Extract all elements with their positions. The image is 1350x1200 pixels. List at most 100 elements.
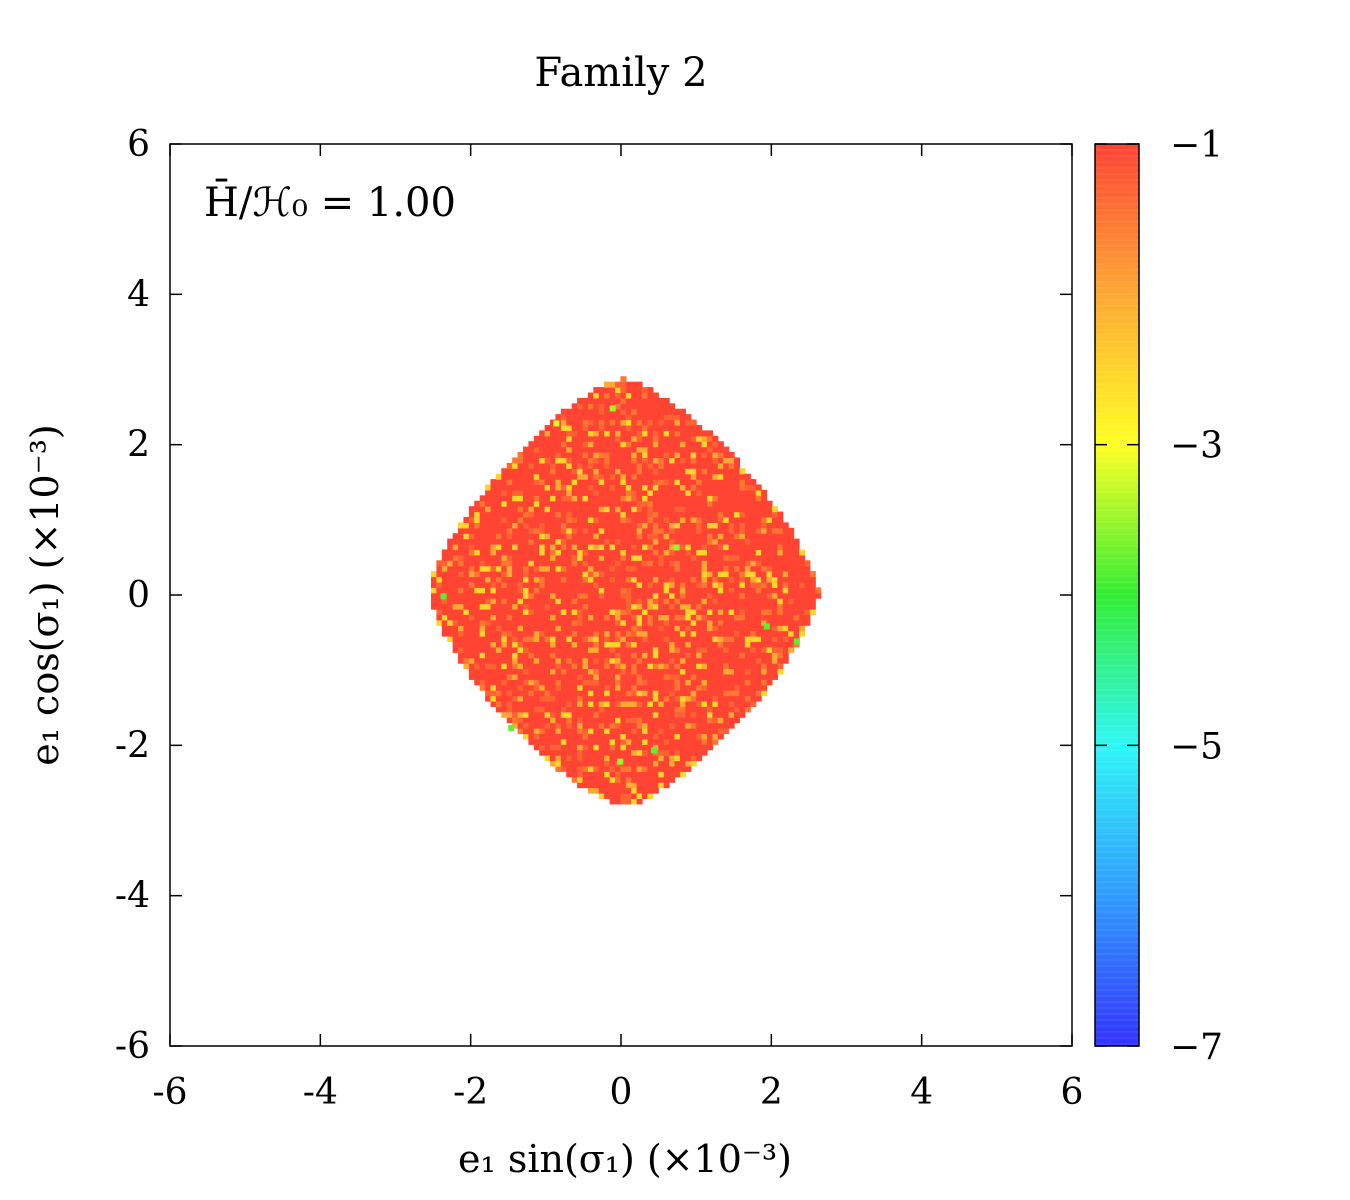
heatmap-cell	[474, 533, 481, 540]
heatmap-cell	[533, 538, 540, 545]
heatmap-cell	[625, 533, 632, 540]
heatmap-cell	[625, 630, 632, 637]
heatmap-cell	[604, 549, 611, 556]
heatmap-cell	[582, 782, 589, 789]
heatmap-cell	[501, 706, 508, 713]
heatmap-cell	[669, 749, 676, 756]
heatmap-cell	[555, 744, 562, 751]
heatmap-cell	[696, 549, 703, 556]
heatmap-cell	[744, 581, 751, 588]
heatmap-cell	[734, 457, 741, 464]
heatmap-cell	[658, 516, 665, 523]
heatmap-cell	[663, 608, 670, 615]
heatmap-cell	[436, 565, 443, 572]
heatmap-cell	[560, 614, 567, 621]
heatmap-cell	[642, 776, 649, 783]
heatmap-cell	[712, 641, 719, 648]
heatmap-cell	[642, 787, 649, 794]
heatmap-cell	[706, 489, 713, 496]
heatmap-cell	[717, 695, 724, 702]
heatmap-cell	[750, 663, 757, 670]
heatmap-cell	[566, 506, 573, 513]
heatmap-cell	[669, 700, 676, 707]
heatmap-cell	[566, 554, 573, 561]
heatmap-cell	[782, 538, 789, 545]
heatmap-cell	[674, 424, 681, 431]
heatmap-cell	[474, 598, 481, 605]
heatmap-cell	[571, 587, 578, 594]
heatmap-cell	[620, 592, 627, 599]
heatmap-cell	[533, 690, 540, 697]
heatmap-cell	[506, 614, 513, 621]
heatmap-cell	[642, 549, 649, 556]
heatmap-cell	[690, 446, 697, 453]
heatmap-cell	[734, 614, 741, 621]
heatmap-cell	[723, 479, 730, 486]
heatmap-cell	[679, 587, 686, 594]
heatmap-cell	[717, 538, 724, 545]
heatmap-cell	[712, 598, 719, 605]
heatmap-cell	[734, 646, 741, 653]
heatmap-cell	[658, 403, 665, 410]
heatmap-cell	[485, 684, 492, 691]
heatmap-cell	[631, 587, 638, 594]
heatmap-cell	[533, 489, 540, 496]
heatmap-cell	[485, 603, 492, 610]
heatmap-cell	[517, 576, 524, 583]
heatmap-cell	[723, 571, 730, 578]
heatmap-cell	[625, 446, 632, 453]
heatmap-cell	[739, 603, 746, 610]
heatmap-cell	[593, 500, 600, 507]
heatmap-cell	[625, 733, 632, 740]
heatmap-cell	[577, 452, 584, 459]
heatmap-cell	[593, 641, 600, 648]
heatmap-cell	[577, 630, 584, 637]
heatmap-cell	[674, 760, 681, 767]
heatmap-cell	[544, 733, 551, 740]
heatmap-cell	[663, 462, 670, 469]
heatmap-cell	[658, 441, 665, 448]
heatmap-cell	[647, 538, 654, 545]
heatmap-cell	[669, 728, 676, 735]
heatmap-cell	[771, 576, 778, 583]
heatmap-cell	[625, 554, 632, 561]
heatmap-cell	[620, 619, 627, 626]
heatmap-cell	[647, 549, 654, 556]
heatmap-cell	[501, 614, 508, 621]
heatmap-cell	[522, 619, 529, 626]
heatmap-cell	[685, 500, 692, 507]
heatmap-cell	[539, 533, 546, 540]
heatmap-cell	[706, 565, 713, 572]
heatmap-cell	[642, 403, 649, 410]
heatmap-cell	[506, 608, 513, 615]
heatmap-cell	[669, 538, 676, 545]
heatmap-cell	[690, 473, 697, 480]
heatmap-cell	[669, 441, 676, 448]
heatmap-cell	[788, 619, 795, 626]
heatmap-cell	[533, 679, 540, 686]
heatmap-cell	[663, 516, 670, 523]
heatmap-cell	[734, 657, 741, 664]
heatmap-cell	[679, 690, 686, 697]
heatmap-cell	[620, 430, 627, 437]
heatmap-cell	[755, 598, 762, 605]
heatmap-cell	[452, 565, 459, 572]
heatmap-cell	[739, 690, 746, 697]
heatmap-cell	[522, 587, 529, 594]
heatmap-cell	[495, 679, 502, 686]
heatmap-cell	[604, 381, 611, 388]
heatmap-cell	[636, 403, 643, 410]
heatmap-cell	[679, 619, 686, 626]
heatmap-cell	[593, 538, 600, 545]
heatmap-cell	[685, 506, 692, 513]
heatmap-cell	[679, 755, 686, 762]
heatmap-cell	[674, 408, 681, 415]
heatmap-cell	[739, 500, 746, 507]
heatmap-cell	[598, 414, 605, 421]
heatmap-cell	[501, 533, 508, 540]
heatmap-cell	[669, 690, 676, 697]
heatmap-cell	[560, 587, 567, 594]
heatmap-cell	[522, 565, 529, 572]
heatmap-cell	[658, 673, 665, 680]
heatmap-cell	[798, 576, 805, 583]
